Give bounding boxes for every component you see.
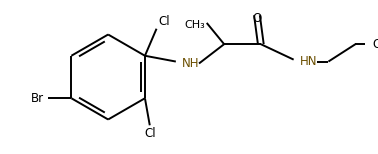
Text: Cl: Cl	[144, 127, 156, 140]
Text: NH: NH	[182, 57, 199, 70]
Text: HN: HN	[299, 55, 317, 68]
Text: CH₃: CH₃	[184, 20, 205, 30]
Text: O: O	[253, 12, 262, 25]
Text: Br: Br	[31, 92, 44, 105]
Text: Cl: Cl	[158, 15, 170, 28]
Text: O: O	[372, 38, 378, 51]
